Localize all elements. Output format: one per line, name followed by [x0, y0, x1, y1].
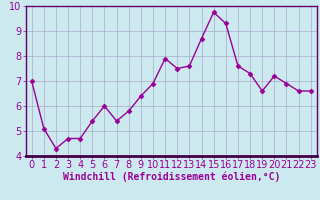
- X-axis label: Windchill (Refroidissement éolien,°C): Windchill (Refroidissement éolien,°C): [62, 172, 280, 182]
